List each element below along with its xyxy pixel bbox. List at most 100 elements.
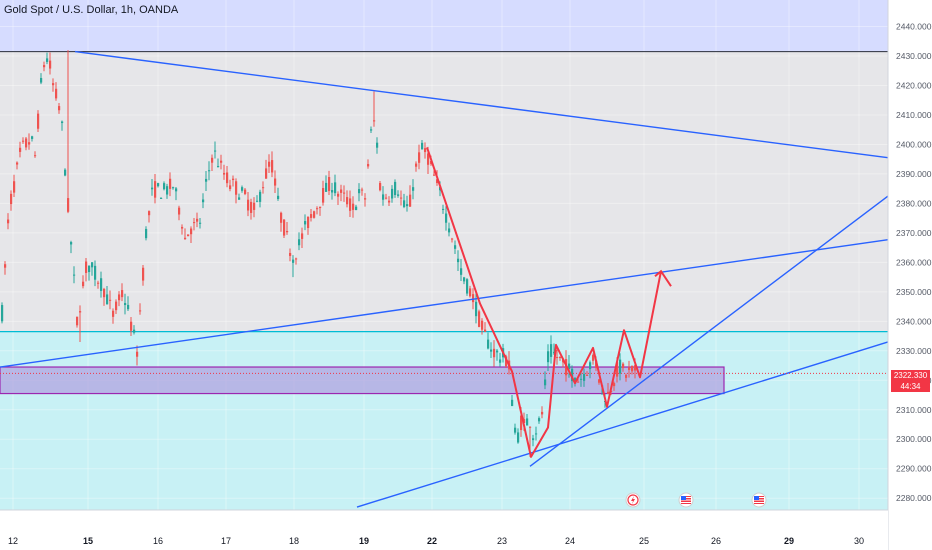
candle-body-up (544, 379, 547, 386)
candle-body-down (307, 216, 310, 229)
candle-body-down (319, 206, 322, 209)
candle-body-down (367, 164, 370, 167)
candle-body-down (265, 168, 268, 179)
x-tick-label: 24 (565, 536, 575, 546)
candle-body-down (400, 197, 403, 199)
y-tick-label: 2280.000 (896, 493, 932, 503)
candle-body-down (142, 267, 145, 281)
candle-body-up (1, 305, 4, 322)
bar-countdown: 44:34 (900, 382, 921, 391)
candle-body-down (169, 178, 172, 189)
candle-body-down (409, 194, 412, 207)
candle-body-down (418, 152, 421, 163)
candle-body-down (469, 288, 472, 297)
candle-body-up (133, 329, 136, 333)
candle-body-up (376, 142, 379, 148)
candle-body-down (415, 163, 418, 167)
x-tick-label: 22 (427, 536, 437, 546)
candle-body-down (19, 147, 22, 152)
steep-support-line (529, 195, 889, 467)
candle-body-down (286, 230, 289, 233)
candle-body-up (619, 359, 622, 374)
candle-body-up (40, 77, 43, 83)
last-price-value: 2322.330 (893, 371, 928, 380)
candle-body-up (106, 294, 109, 305)
candle-body-up (580, 378, 583, 380)
candle-body-up (412, 187, 415, 191)
candle-body-up (550, 344, 553, 357)
candle-body-up (256, 200, 259, 202)
candle-body-down (310, 214, 313, 218)
candle-body-down (268, 161, 271, 167)
candle-body-up (442, 208, 445, 210)
candle-body-down (328, 176, 331, 191)
candle-body-down (634, 365, 637, 371)
candle-body-up (124, 303, 127, 306)
candle-body-up (202, 199, 205, 203)
candle-body-up (46, 58, 49, 62)
rising-mid-line (0, 238, 889, 368)
descending-resistance (74, 50, 889, 159)
candle-body-down (184, 237, 187, 240)
candle-body-up (547, 351, 550, 363)
candle-body-down (76, 316, 79, 326)
candle-body-down (82, 281, 85, 287)
candle-body-down (226, 172, 229, 184)
candle-body-down (385, 197, 388, 199)
candle-body-down (556, 357, 559, 359)
candle-body-up (538, 418, 541, 422)
candle-body-up (88, 265, 91, 273)
candle-body-down (289, 252, 292, 256)
y-tick-label: 2410.000 (896, 110, 932, 120)
candle-body-up (163, 183, 166, 190)
candle-body-down (112, 310, 115, 317)
x-tick-label: 29 (784, 536, 794, 546)
candle-body-down (148, 211, 151, 216)
candle-body-up (217, 166, 220, 168)
y-tick-label: 2340.000 (896, 316, 932, 326)
candle-body-up (490, 349, 493, 352)
candle-body-down (451, 238, 454, 240)
lower-channel-line (356, 341, 889, 508)
candle-body-down (373, 120, 376, 122)
candle-body-up (358, 189, 361, 194)
y-tick-label: 2380.000 (896, 198, 932, 208)
x-tick-label: 16 (153, 536, 163, 546)
candle-body-up (499, 359, 502, 363)
last-price-tag: 2322.330 44:34 (891, 370, 930, 392)
candle-body-up (571, 368, 574, 382)
candle-body-down (211, 157, 214, 163)
y-tick-label: 2360.000 (896, 257, 932, 267)
candle-body-up (403, 200, 406, 207)
candle-body-up (199, 222, 202, 224)
candle-body-up (574, 377, 577, 384)
candle-body-up (355, 206, 358, 211)
y-tick-label: 2300.000 (896, 434, 932, 444)
y-tick-label: 2430.000 (896, 51, 932, 61)
candle-body-down (58, 106, 61, 111)
candle-body-up (532, 438, 535, 441)
candle-body-down (577, 381, 580, 383)
candle-body-down (340, 189, 343, 193)
candle-body-up (517, 432, 520, 443)
candle-body-down (67, 198, 70, 212)
candle-body-up (304, 221, 307, 225)
candle-body-down (520, 415, 523, 431)
candle-body-down (49, 60, 52, 69)
candle-body-up (94, 265, 97, 280)
candle-body-down (37, 113, 40, 129)
candle-body-down (247, 199, 250, 211)
candle-body-down (109, 299, 112, 301)
candle-body-down (28, 142, 31, 145)
candle-body-up (487, 339, 490, 349)
candle-body-down (190, 228, 193, 235)
candle-body-down (379, 182, 382, 191)
candle-body-up (70, 242, 73, 245)
candle-body-down (280, 212, 283, 223)
candle-body-down (322, 188, 325, 203)
candle-body-up (460, 268, 463, 275)
candle-body-up (259, 191, 262, 202)
projection-path (426, 147, 662, 458)
candle-body-down (196, 218, 199, 222)
